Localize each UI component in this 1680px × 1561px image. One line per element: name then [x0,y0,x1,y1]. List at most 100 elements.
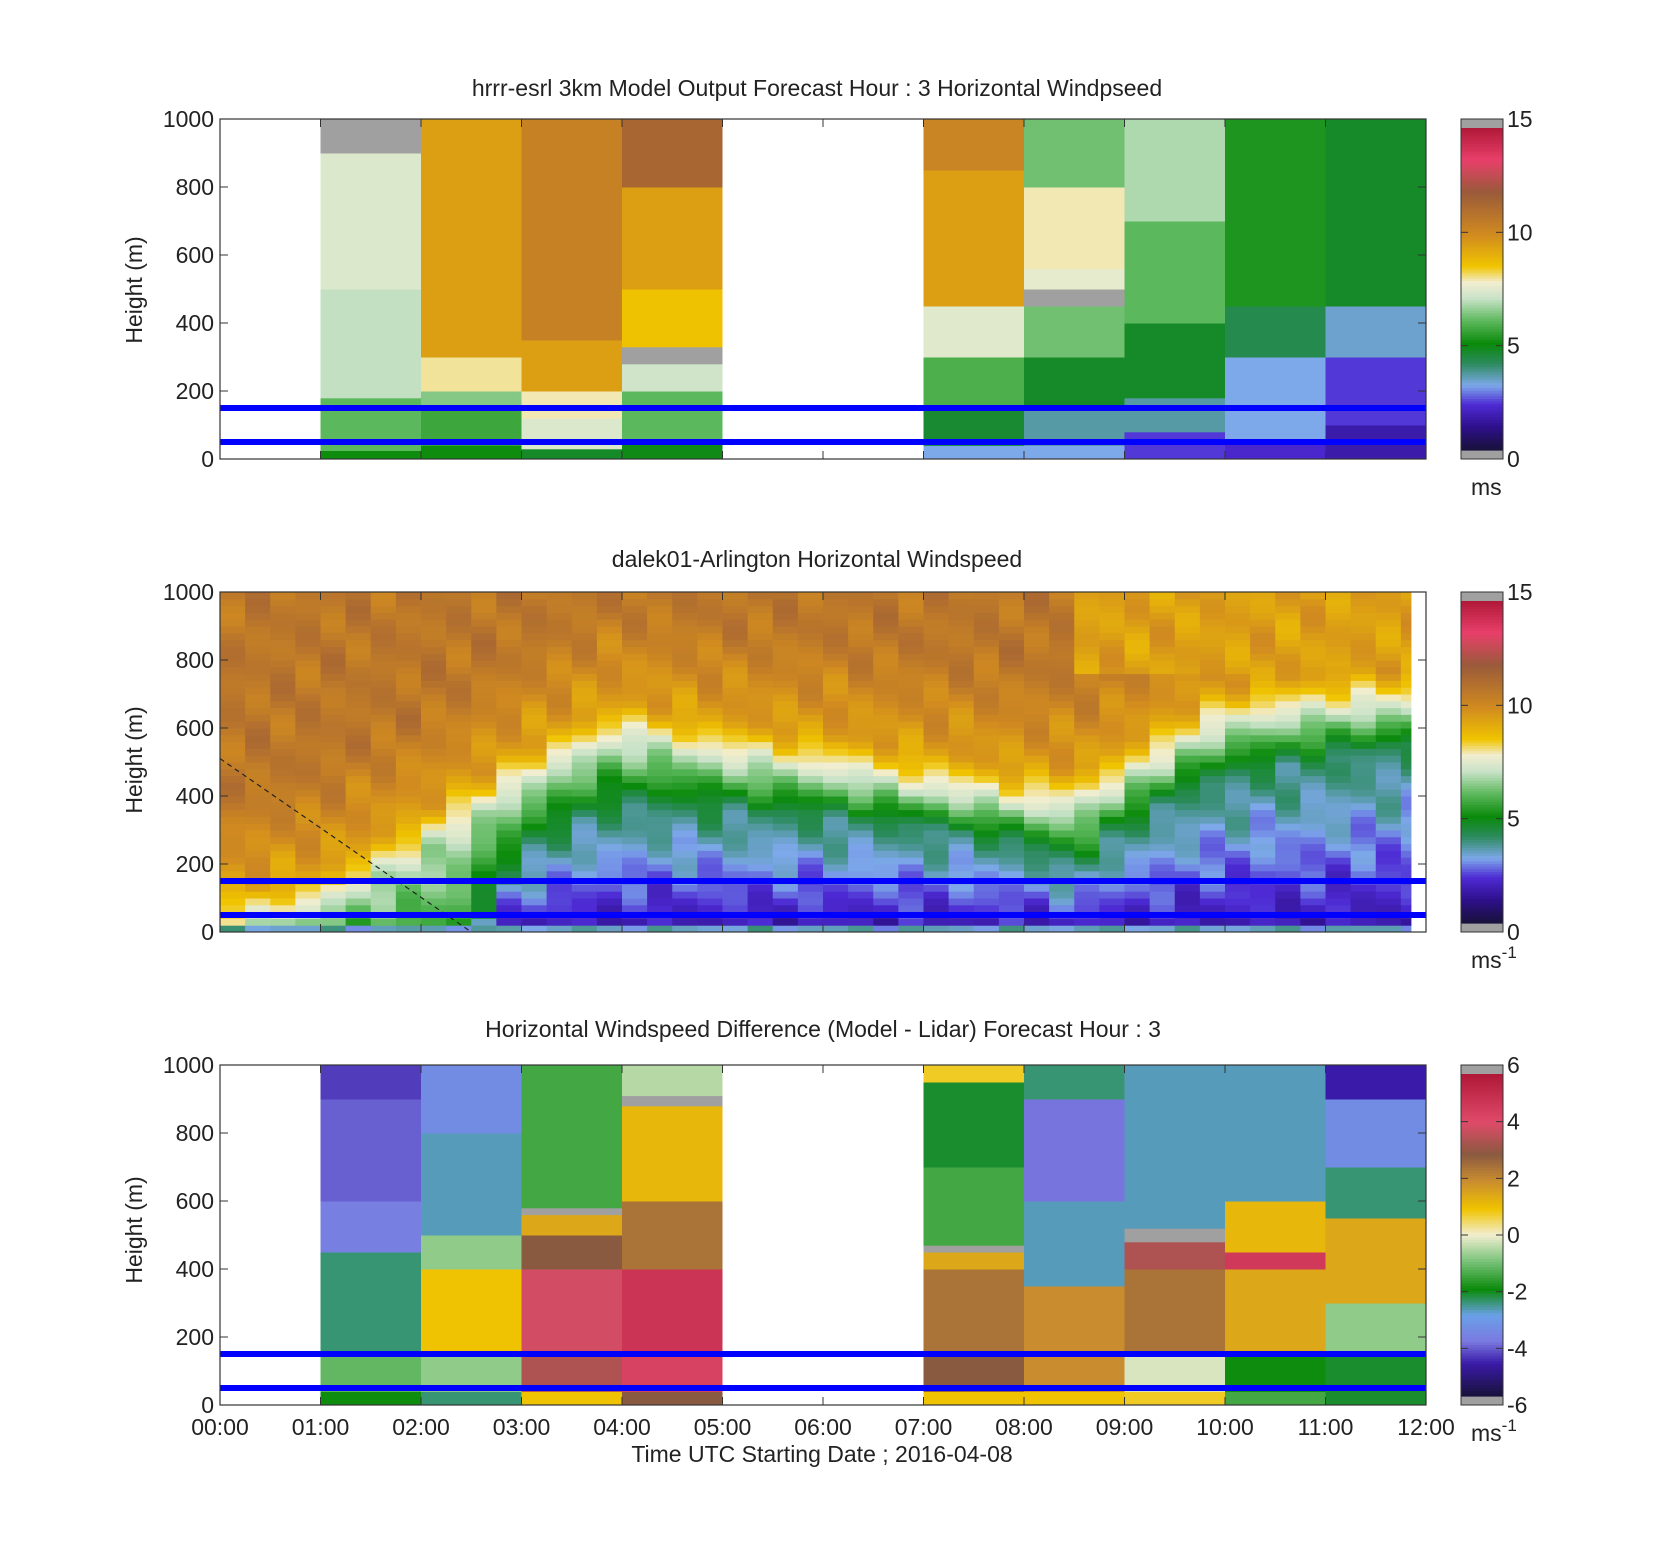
heatmap-cell [320,598,347,607]
heatmap-cell [1275,619,1301,627]
heatmap-cell [1300,714,1326,722]
heatmap-cell [672,707,698,715]
heatmap-cell [1049,816,1075,824]
heatmap-cell [772,850,799,858]
heatmap-cell [823,687,849,695]
heatmap-cell [1300,734,1326,743]
heatmap-cell [747,918,774,926]
heatmap-cells [220,592,1412,933]
heatmap-cell [1300,748,1326,756]
heatmap-cell [998,857,1025,865]
heatmap-cell [1099,646,1125,654]
colorbar-segment [1461,1106,1503,1110]
heatmap-cell [571,857,598,865]
colorbar-segment [1461,1208,1503,1212]
heatmap-cell [395,884,422,892]
heatmap-cell [345,816,372,824]
heatmap-cell [1275,700,1301,709]
heatmap-cell [370,700,397,709]
heatmap-cell [245,632,271,641]
heatmap-cell [571,816,598,824]
heatmap-cell [1300,918,1326,926]
heatmap-cell [245,653,271,661]
heatmap-cell [948,619,975,627]
heatmap-cell [295,836,321,845]
heatmap-cell [747,775,774,783]
heatmap-cell [973,734,1000,743]
heatmap-cell [1074,605,1100,613]
heatmap-cell [823,592,849,600]
heatmap-cell [772,694,799,702]
heatmap-cell [1124,397,1225,433]
heatmap-cell [1275,748,1301,756]
heatmap-cell [848,632,874,641]
heatmap-cell [596,605,623,613]
heatmap-cell [571,700,598,709]
heatmap-cell [1250,592,1276,600]
y-tick-label: 1000 [163,579,214,605]
heatmap-cell [521,925,548,933]
heatmap-cell [1250,673,1276,681]
heatmap-cell [496,694,522,702]
heatmap-cell [546,592,573,600]
heatmap-cell [245,673,271,681]
colorbar-segment [1461,609,1503,613]
heatmap-cell [1099,891,1125,899]
heatmap-cell [1325,884,1352,892]
colorbar-segment [1461,1116,1503,1121]
heatmap-cell [1049,639,1075,647]
heatmap-cell [1074,768,1100,777]
heatmap-cell [320,687,347,695]
heatmap-cell [948,721,975,729]
colorbar-segment [1461,1122,1503,1126]
heatmap-cell [1199,796,1226,804]
heatmap-cell [772,918,799,926]
colorbar-segment [1461,762,1503,766]
heatmap-cell [521,728,548,736]
heatmap-cell [622,721,648,729]
heatmap-cell [596,789,623,797]
heatmap-cell [772,864,799,872]
heatmap-cell [1149,836,1176,845]
colorbar-segment [1461,673,1503,677]
heatmap-cell [647,755,673,763]
heatmap-cell [295,762,321,770]
colorbar-segment [1461,227,1503,231]
heatmap-cell [295,707,321,715]
heatmap-cell [998,721,1025,729]
heatmap-cell [973,796,1000,804]
heatmap-cell [1199,721,1226,729]
heatmap-cell [1350,605,1377,613]
heatmap-cell [998,592,1025,600]
colorbar-segment [1461,1331,1503,1335]
heatmap-cell [1325,898,1352,906]
heatmap-cell [596,898,623,906]
heatmap-cell [672,605,698,613]
heatmap-cell [1350,694,1377,702]
heatmap-cell [596,884,623,892]
heatmap-cell [421,700,447,709]
heatmap-cell [496,768,522,777]
heatmap-cell [370,830,397,838]
heatmap-cell [596,680,623,688]
heatmap-cell [270,666,296,675]
heatmap-cell [697,707,723,715]
heatmap-cell [471,870,497,879]
heatmap-cell [647,816,673,824]
heatmap-cell [1049,898,1075,906]
heatmap-cell [421,721,447,729]
heatmap-cell [973,836,1000,845]
colorbar-segment [1461,1175,1503,1180]
heatmap-cell [1049,904,1075,913]
heatmap-cell [1250,918,1276,926]
heatmap-cell [395,700,422,709]
heatmap-cell [345,619,372,627]
heatmap-cell [1225,714,1251,722]
colorbar-segment [1461,165,1503,169]
colorbar-segment [1461,743,1503,747]
heatmap-cell [1400,605,1412,613]
colorbar-segment [1461,313,1503,317]
heatmap-cell [923,639,950,647]
heatmap-cell [421,891,447,899]
heatmap-cell [220,762,246,770]
